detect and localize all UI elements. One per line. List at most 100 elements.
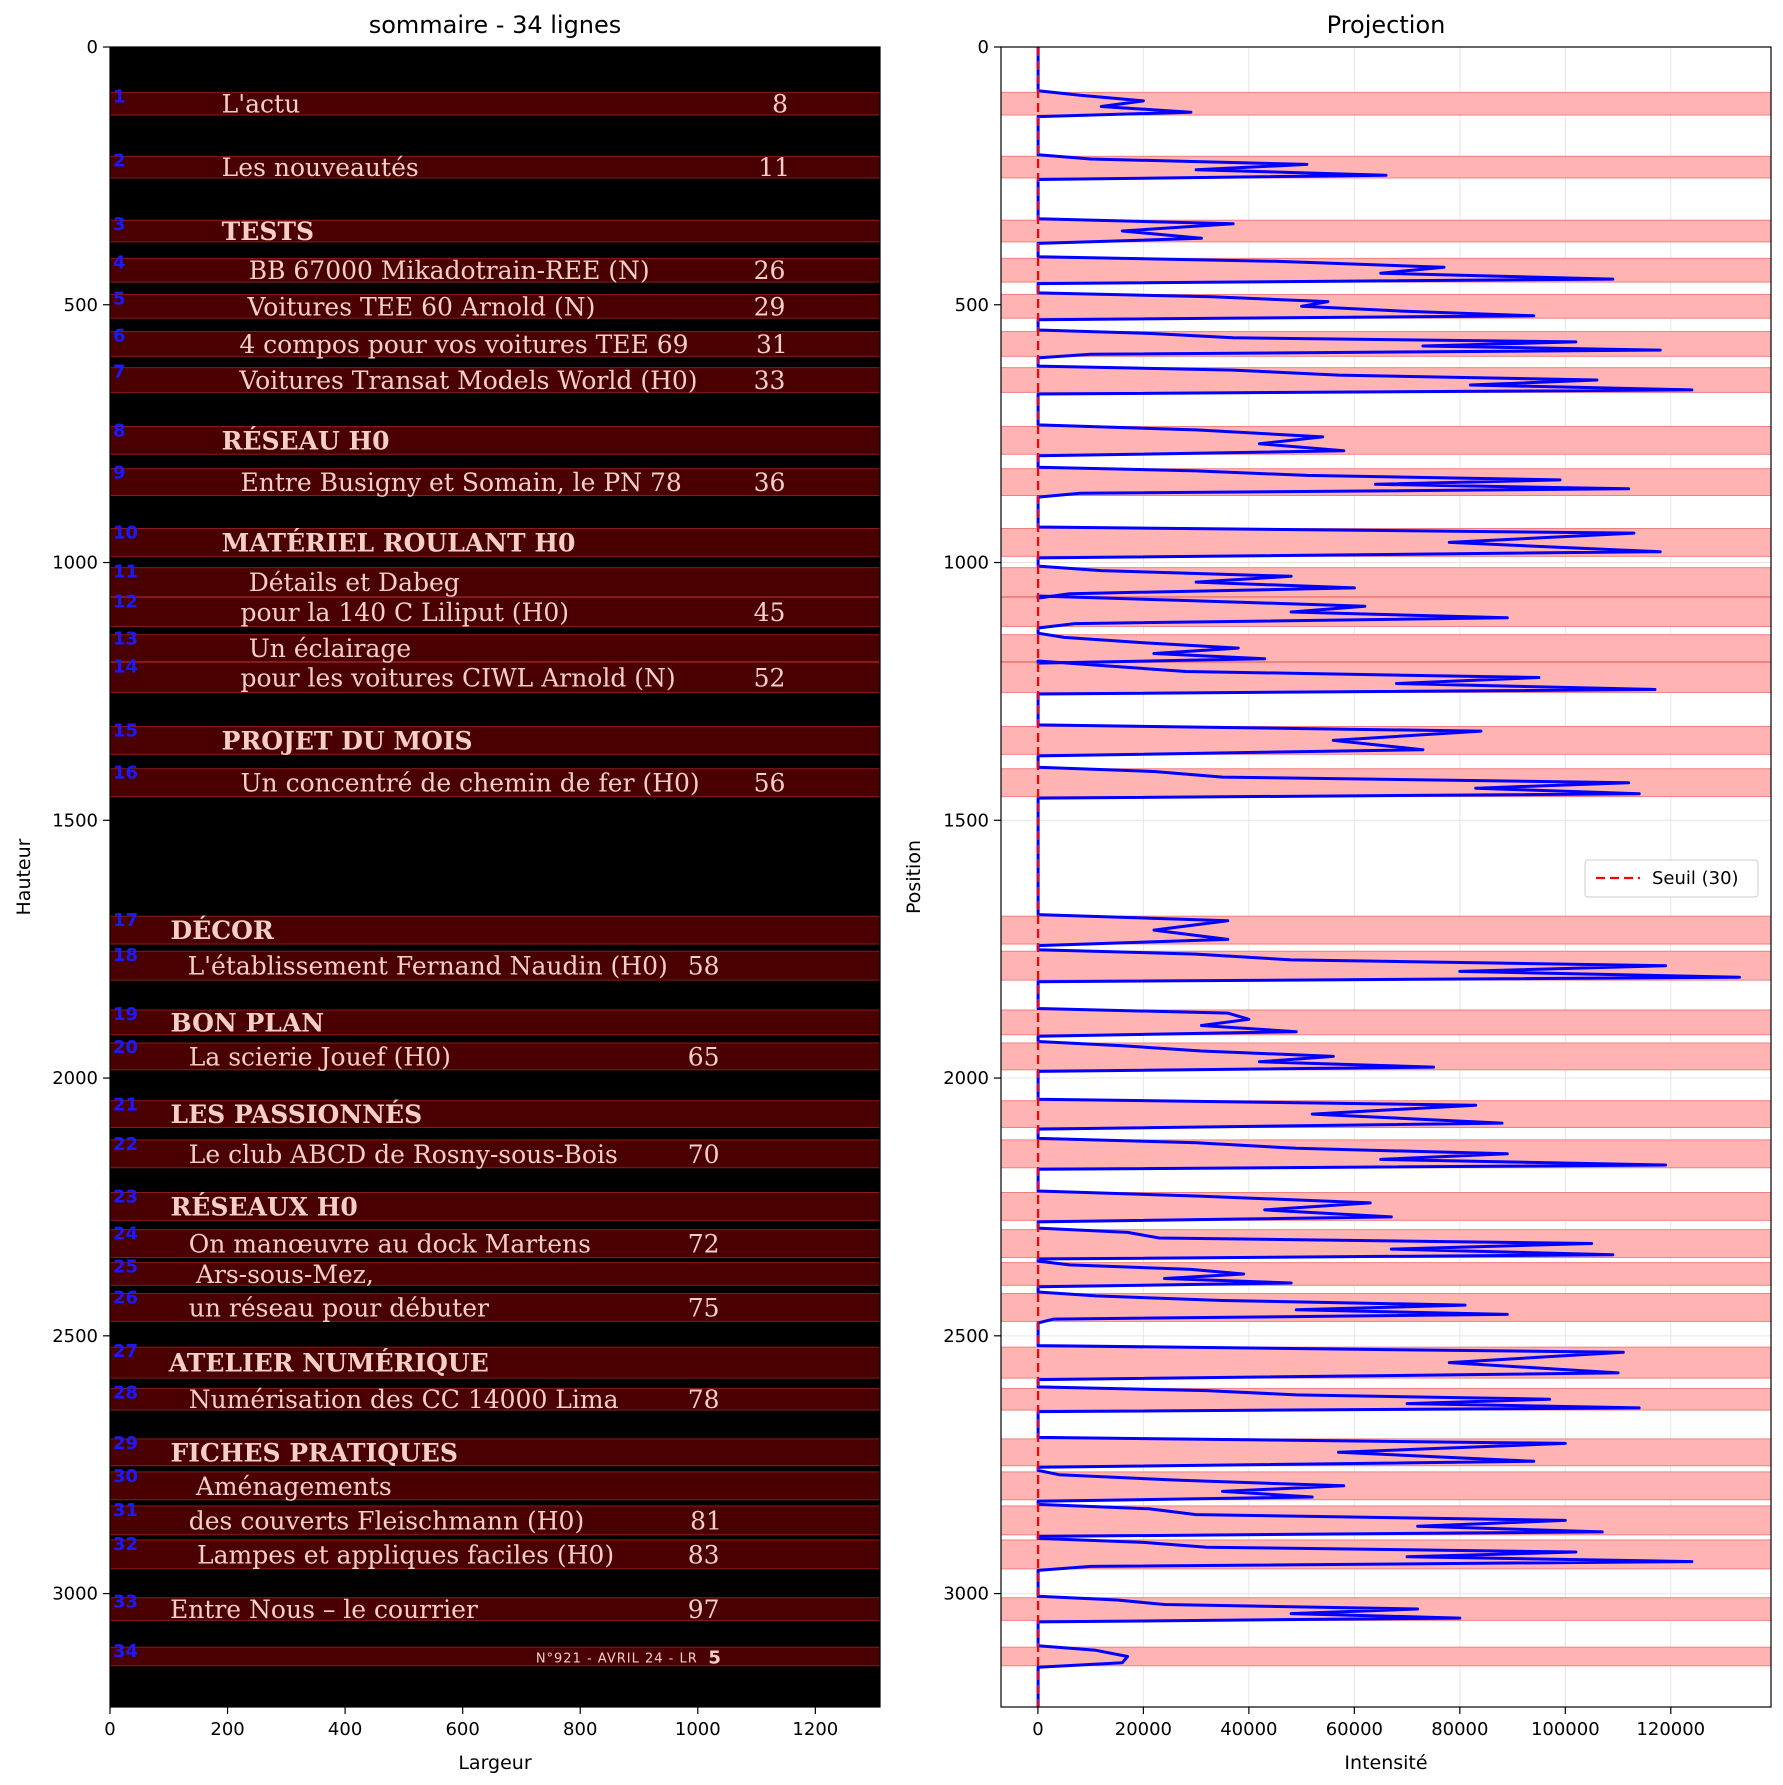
toc-entries: L'actu 8 Les nouveautés 11 TESTS BB 67000 Mik… bbox=[168, 90, 790, 1624]
line-band bbox=[109, 1009, 881, 1036]
line-band bbox=[109, 1646, 881, 1667]
y-tick-label: 0 bbox=[87, 37, 98, 58]
projection-band bbox=[1000, 219, 1772, 243]
toc-entry-page: 31 bbox=[756, 330, 788, 359]
line-number: 27 bbox=[113, 1341, 138, 1362]
toc-entry-page: 56 bbox=[754, 769, 786, 798]
projection-band bbox=[1000, 915, 1772, 945]
projection-band bbox=[1000, 1505, 1772, 1536]
line-number: 25 bbox=[113, 1257, 138, 1278]
x-tick-label: 100000 bbox=[1531, 1719, 1600, 1740]
toc-entry-title: des couverts Fleischmann (H0) bbox=[189, 1506, 584, 1535]
toc-entry-title: Un concentré de chemin de fer (H0) bbox=[240, 769, 699, 798]
toc-entry-page: 72 bbox=[688, 1230, 720, 1259]
toc-entry-page: 33 bbox=[754, 366, 786, 395]
toc-entry-page: 65 bbox=[688, 1042, 720, 1071]
legend-box bbox=[1584, 859, 1759, 898]
toc-entry-title: L'établissement Fernand Naudin (H0) bbox=[188, 952, 668, 981]
x-tick-label: 1200 bbox=[792, 1719, 838, 1740]
projection-band bbox=[1000, 1229, 1772, 1258]
y-tick-label: 2000 bbox=[52, 1068, 98, 1089]
right-y-axis-label: Position bbox=[903, 840, 925, 914]
toc-entry-title: L'actu bbox=[222, 90, 301, 119]
projection-panel: Projection 0 20000 40000 60000 80000 100000 12… bbox=[903, 11, 1772, 1774]
line-band bbox=[109, 1293, 881, 1322]
toc-entry-title: MATÉRIEL ROULANT H0 bbox=[222, 528, 576, 557]
x-tick-label: 0 bbox=[1032, 1719, 1043, 1740]
line-band bbox=[109, 1438, 881, 1467]
projection-band bbox=[1000, 1346, 1772, 1379]
toc-entry-title: Détails et Dabeg bbox=[249, 568, 460, 597]
toc-entry-page: 81 bbox=[690, 1506, 722, 1535]
line-band bbox=[109, 950, 881, 981]
toc-entry-title: LES PASSIONNÉS bbox=[171, 1100, 423, 1129]
right-x-axis-label: Intensité bbox=[1344, 1752, 1427, 1774]
toc-entry-page: 45 bbox=[754, 598, 786, 627]
toc-entry-page: 11 bbox=[758, 153, 790, 182]
toc-entry-title: pour la 140 C Liliput (H0) bbox=[240, 598, 569, 627]
toc-entry-page: 36 bbox=[754, 468, 786, 497]
line-number: 22 bbox=[113, 1134, 138, 1155]
y-tick-label: 2500 bbox=[943, 1326, 989, 1347]
line-number: 4 bbox=[113, 252, 126, 273]
toc-entry-title: Un éclairage bbox=[249, 634, 411, 663]
line-band bbox=[109, 468, 881, 497]
left-y-ticks: 0 500 1000 1500 2000 2500 3000 bbox=[52, 37, 110, 1605]
y-tick-label: 500 bbox=[64, 295, 98, 316]
y-tick-label: 0 bbox=[978, 37, 989, 58]
toc-footer: N°921 - AVRIL 24 - LR 5 bbox=[536, 1647, 721, 1668]
toc-entry-title: ATELIER NUMÉRIQUE bbox=[168, 1349, 489, 1378]
line-number: 5 bbox=[113, 288, 126, 309]
x-tick-label: 120000 bbox=[1636, 1719, 1705, 1740]
toc-entry-title: Aménagements bbox=[195, 1472, 392, 1501]
x-tick-label: 1000 bbox=[675, 1719, 721, 1740]
line-number: 32 bbox=[113, 1534, 138, 1555]
toc-entry-title: RÉSEAU H0 bbox=[222, 426, 390, 455]
y-tick-label: 500 bbox=[955, 295, 989, 316]
line-number: 18 bbox=[113, 945, 138, 966]
y-tick-label: 1500 bbox=[52, 810, 98, 831]
y-tick-label: 2000 bbox=[943, 1068, 989, 1089]
y-tick-label: 1000 bbox=[52, 553, 98, 574]
line-bands bbox=[109, 91, 881, 1667]
toc-entry-title: TESTS bbox=[222, 217, 314, 246]
left-x-axis-label: Largeur bbox=[458, 1752, 531, 1774]
left-x-ticks: 0 200 400 600 800 1000 1200 bbox=[104, 1707, 838, 1740]
toc-entry-page: 58 bbox=[688, 952, 720, 981]
line-number: 33 bbox=[113, 1592, 138, 1613]
left-chart-title: sommaire - 34 lignes bbox=[369, 11, 622, 39]
toc-entry-title: Voitures Transat Models World (H0) bbox=[238, 366, 697, 395]
toc-entry-page: 29 bbox=[754, 292, 786, 321]
image-frame bbox=[109, 46, 881, 1708]
toc-entry-title: Les nouveautés bbox=[222, 153, 419, 182]
x-tick-label: 20000 bbox=[1115, 1719, 1172, 1740]
footer-page-number: 5 bbox=[708, 1647, 721, 1668]
y-tick-label: 2500 bbox=[52, 1326, 98, 1347]
toc-entry-page: 8 bbox=[772, 90, 788, 119]
line-number: 16 bbox=[113, 763, 138, 784]
line-number: 28 bbox=[113, 1382, 138, 1403]
line-number: 24 bbox=[113, 1224, 138, 1245]
toc-entry-title: Ars-sous-Mez, bbox=[195, 1260, 374, 1289]
line-number: 23 bbox=[113, 1187, 138, 1208]
line-number: 20 bbox=[113, 1037, 138, 1058]
legend: Seuil (30) bbox=[1584, 859, 1759, 898]
projection-band bbox=[1000, 425, 1772, 455]
line-band bbox=[109, 1346, 881, 1379]
line-number: 13 bbox=[113, 629, 138, 650]
toc-entry-title: RÉSEAUX H0 bbox=[171, 1192, 358, 1221]
toc-entry-title: La scierie Jouef (H0) bbox=[189, 1042, 451, 1071]
toc-entry-title: Le club ABCD de Rosny-sous-Bois bbox=[189, 1140, 618, 1169]
line-number: 7 bbox=[113, 362, 126, 383]
line-number: 1 bbox=[113, 86, 126, 107]
toc-entry-title: BB 67000 Mikadotrain-REE (N) bbox=[249, 256, 650, 285]
image-background bbox=[110, 47, 880, 1707]
toc-entry-title: PROJET DU MOIS bbox=[222, 726, 473, 755]
x-tick-label: 60000 bbox=[1326, 1719, 1383, 1740]
line-band bbox=[109, 634, 881, 663]
line-band bbox=[109, 367, 881, 393]
line-number: 30 bbox=[113, 1466, 138, 1487]
projection-band bbox=[1000, 1387, 1772, 1411]
line-band bbox=[109, 1139, 881, 1169]
